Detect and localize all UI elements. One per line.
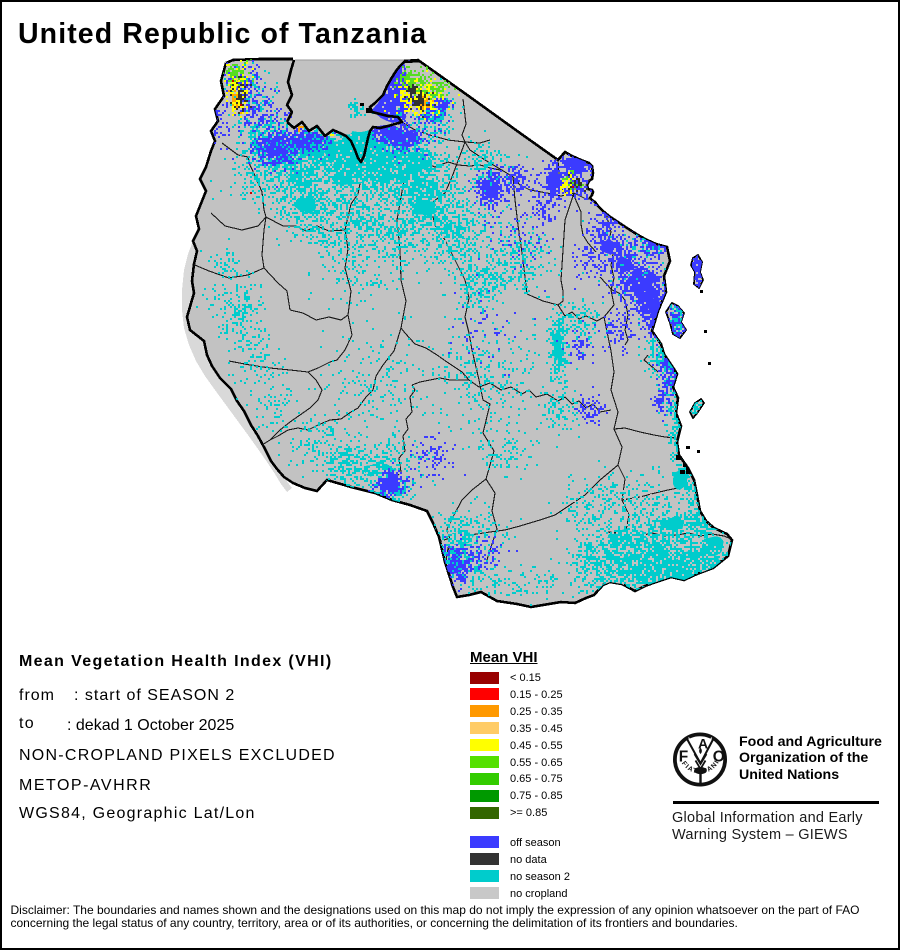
svg-text:F: F — [679, 748, 688, 765]
svg-text:FIATPANIS: FIATPANIS — [0, 0, 720, 775]
svg-text:A: A — [698, 735, 708, 751]
svg-text:O: O — [713, 749, 725, 766]
